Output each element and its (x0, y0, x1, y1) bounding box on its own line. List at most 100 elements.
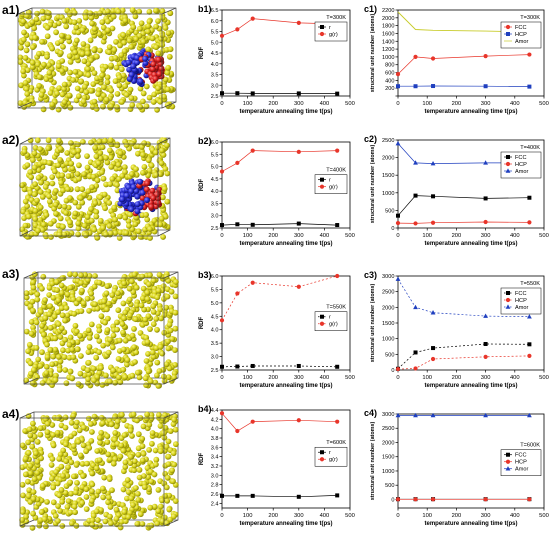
y-tick-label: 1800 (382, 24, 394, 30)
atom (20, 19, 26, 25)
atom (32, 150, 38, 156)
atom (110, 368, 116, 374)
atom (67, 480, 73, 486)
atom (160, 15, 166, 21)
atom (154, 373, 160, 379)
data-point (414, 194, 418, 198)
data-point (431, 194, 435, 198)
atom (88, 140, 94, 146)
atom (171, 450, 177, 456)
atom (45, 421, 51, 427)
atom (31, 489, 37, 495)
series-r (220, 222, 339, 227)
atom (81, 99, 87, 105)
y-axis-label: RDF (199, 47, 205, 60)
atom (108, 63, 114, 69)
x-tick-label: 0 (396, 375, 399, 381)
y-tick-label: 800 (385, 63, 394, 69)
atom (23, 472, 29, 478)
y-tick-label: 1500 (382, 173, 394, 179)
atom (58, 146, 64, 152)
data-point (297, 418, 301, 422)
atom (55, 518, 61, 524)
atom (74, 38, 80, 44)
legend-entry: g(r) (329, 185, 338, 191)
atom (38, 363, 44, 369)
panel-label: b2) (198, 136, 212, 146)
y-tick-label: 3.5 (211, 341, 219, 347)
atom (101, 176, 107, 182)
atom (129, 433, 135, 439)
atom (109, 176, 115, 182)
atom (86, 360, 92, 366)
atom (122, 374, 128, 380)
atom (67, 195, 73, 201)
atom (132, 359, 138, 365)
atom (155, 50, 161, 56)
fcc-atom (144, 180, 150, 186)
atom (167, 54, 173, 60)
atom (55, 430, 61, 436)
atom (34, 198, 40, 204)
data-point (431, 56, 435, 60)
atom (30, 44, 36, 50)
atom (128, 428, 134, 434)
atom (133, 36, 139, 42)
atom (84, 153, 90, 159)
atom (78, 453, 84, 459)
y-tick-label: 2000 (382, 440, 394, 446)
atom (127, 297, 133, 303)
x-tick-label: 500 (539, 233, 549, 239)
data-point (235, 365, 239, 369)
atom (31, 367, 37, 373)
atom (95, 517, 101, 523)
atom (124, 142, 130, 148)
atom (123, 230, 129, 236)
y-tick-label: 3.5 (211, 201, 219, 207)
y-tick-label: 3.0 (211, 355, 219, 361)
atom (133, 166, 139, 172)
atom (154, 360, 160, 366)
atom (45, 33, 51, 39)
atom (97, 10, 103, 16)
atom (80, 27, 86, 33)
atom (163, 25, 169, 31)
atom (35, 137, 41, 143)
x-tick-label: 500 (345, 233, 355, 239)
atom (168, 328, 174, 334)
data-point (506, 460, 510, 464)
atom (140, 443, 146, 449)
atom (106, 49, 112, 55)
structure-panel-a2: a2) (0, 130, 190, 260)
atom (127, 460, 133, 466)
atom (79, 500, 85, 506)
atom (102, 205, 108, 211)
atom (44, 499, 50, 505)
atom (145, 29, 151, 35)
data-point (396, 214, 400, 218)
atom (37, 74, 43, 80)
y-tick-label: 1000 (382, 191, 394, 197)
atom (140, 457, 146, 463)
x-tick-label: 0 (220, 101, 223, 107)
atom (59, 283, 65, 289)
atom (94, 509, 100, 515)
atom (160, 234, 166, 240)
atom (151, 321, 157, 327)
atom (62, 354, 68, 360)
y-tick-label: 4.0 (211, 189, 219, 195)
atom (56, 354, 62, 360)
data-point (484, 497, 488, 501)
hcp-atom (135, 201, 141, 207)
atom (52, 347, 58, 353)
legend-title: T=300K (520, 15, 540, 21)
atom (71, 354, 77, 360)
atom (165, 86, 171, 92)
atom (88, 438, 94, 444)
y-axis-label: RDF (199, 317, 205, 330)
atom (117, 75, 123, 81)
atom (108, 520, 114, 526)
atom (27, 433, 33, 439)
